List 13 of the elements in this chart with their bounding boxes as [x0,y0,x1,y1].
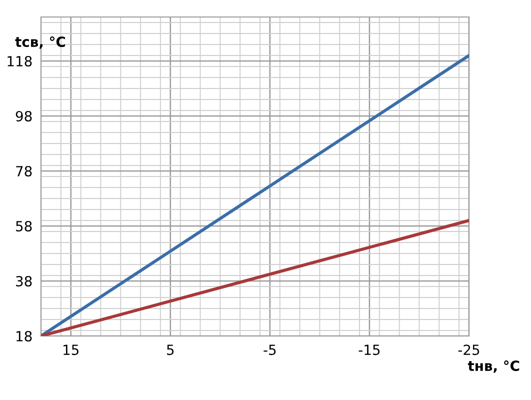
y-tick-label: 78 [16,166,32,176]
y-tick-label: 38 [16,276,32,286]
y-tick-label: 118 [8,56,32,66]
x-tick-label: 15 [64,344,78,356]
x-axis-title: tнв, °С [468,360,520,373]
x-tick-label: -25 [458,344,480,356]
x-tick-label: 5 [167,344,174,356]
y-axis-title: tсв, °С [15,36,66,49]
x-tick-label: -15 [358,344,380,356]
x-tick-label: -5 [264,344,276,356]
y-tick-label: 18 [16,330,32,342]
y-tick-label: 98 [16,110,32,122]
y-tick-label: 58 [16,220,32,232]
